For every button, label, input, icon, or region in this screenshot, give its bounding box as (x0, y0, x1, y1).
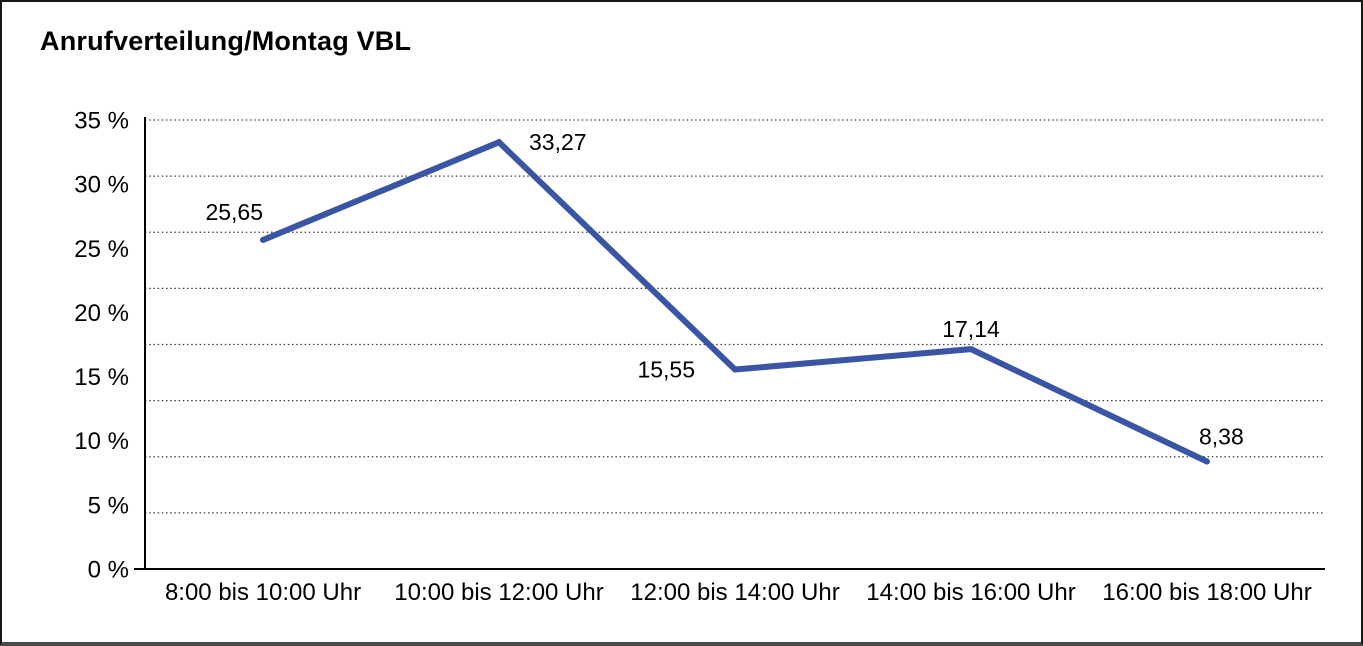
y-tick-label: 20 % (74, 300, 129, 327)
x-tick-label: 8:00 bis 10:00 Uhr (165, 579, 361, 606)
y-tick-label: 30 % (74, 172, 129, 199)
y-tick-label: 15 % (74, 364, 129, 391)
data-line (260, 138, 1210, 465)
x-tick-label: 16:00 bis 18:00 Uhr (1102, 579, 1311, 606)
data-point-label: 33,27 (529, 129, 587, 155)
y-tick-label: 35 % (74, 108, 129, 135)
y-tick-label: 25 % (74, 236, 129, 263)
data-point-label: 25,65 (205, 199, 263, 225)
x-tick-label: 14:00 bis 16:00 Uhr (866, 579, 1075, 606)
chart-title: Anrufverteilung/Montag VBL (40, 26, 412, 56)
x-tick-label: 12:00 bis 14:00 Uhr (630, 579, 839, 606)
data-point-label: 8,38 (1199, 423, 1244, 449)
x-tick-label: 10:00 bis 12:00 Uhr (394, 579, 603, 606)
y-tick-label: 0 % (88, 557, 129, 584)
y-tick-label: 5 % (88, 492, 129, 519)
y-tick-label: 10 % (74, 428, 129, 455)
data-point-label: 17,14 (942, 316, 1000, 342)
data-point-label: 15,55 (637, 357, 695, 383)
